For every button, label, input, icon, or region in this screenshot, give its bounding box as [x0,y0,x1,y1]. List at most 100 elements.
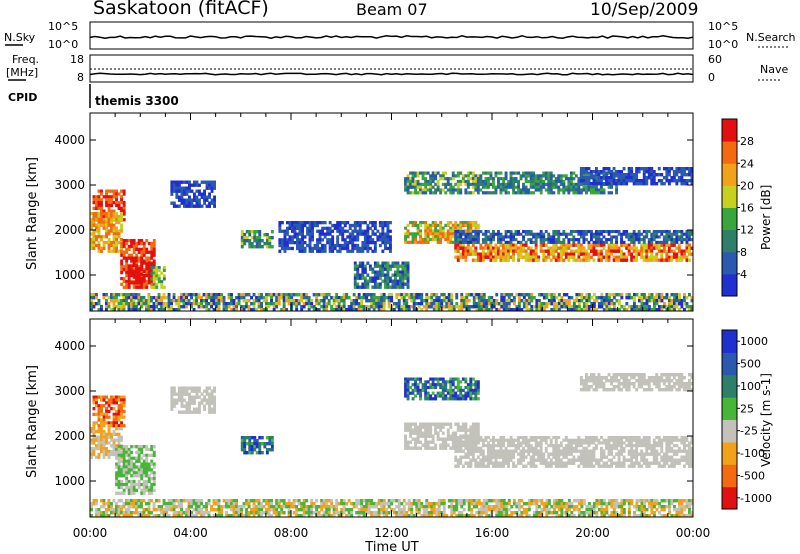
data-cell [373,282,377,286]
data-cell [484,179,488,184]
data-cell [512,177,515,181]
data-cell [132,241,136,246]
data-cell [454,235,458,239]
data-cell [640,246,644,250]
data-cell [95,502,98,506]
data-cell [677,258,681,262]
data-cell [625,243,629,247]
data-cell [527,299,531,303]
data-cell [162,508,166,512]
data-cell [282,293,286,297]
data-cell [287,302,291,306]
data-cell [301,226,304,230]
data-cell [633,308,636,312]
data-cell [308,241,312,245]
data-cell [416,171,420,175]
data-cell [248,439,252,443]
data-cell [280,229,284,233]
data-cell [327,505,331,509]
data-cell [277,299,281,303]
data-cell [688,167,691,171]
data-cell [630,255,634,259]
data-cell [140,299,143,303]
data-cell [217,508,221,512]
data-cell [605,252,608,256]
data-cell [107,229,111,233]
data-cell [198,410,201,414]
data-cell [504,235,508,239]
data-cell [441,229,445,233]
data-cell [456,182,460,186]
data-cell [363,243,367,248]
data-cell [198,395,201,399]
data-cell [484,252,488,256]
data-cell [247,514,251,518]
data-cell [322,502,326,506]
data-cell [332,308,336,312]
data-cell [242,514,246,518]
data-cell [293,223,297,228]
data-cell [270,505,273,509]
data-cell [504,177,508,181]
data-cell [527,171,531,175]
data-cell [142,491,146,495]
data-cell [130,468,134,472]
data-cell [665,255,669,259]
data-cell [235,502,238,506]
data-cell [311,246,314,251]
data-cell [524,240,528,244]
data-cell [677,243,681,247]
data-cell [190,502,193,506]
data-cell [112,243,116,248]
data-cell [384,238,387,242]
data-cell [625,230,629,234]
data-cell [633,305,636,309]
data-cell [479,255,483,259]
data-cell [183,201,186,205]
data-cell [542,185,546,189]
data-cell [504,174,508,178]
data-cell [549,240,553,244]
data-cell [210,505,213,509]
data-cell [377,308,381,312]
data-cell [460,305,464,309]
data-cell [177,502,181,506]
data-cell [527,191,531,195]
data-cell [572,240,576,244]
data-cell [336,229,340,233]
data-cell [147,308,151,312]
data-cell [454,249,458,253]
data-cell [685,305,689,309]
data-cell [107,195,111,199]
data-cell [203,198,206,202]
data-cell [170,407,174,411]
data-cell [442,305,446,309]
data-cell [172,296,176,300]
data-cell [338,229,342,233]
data-cell [456,188,460,192]
data-cell [110,214,113,219]
freq-panel: 18 8 60 0 Freq. [MHz] Nave [6,53,788,84]
cpid-value: themis 3300 [95,94,179,108]
data-cell [351,223,355,228]
data-cell [235,508,238,512]
data-cell [557,299,561,303]
data-cell [670,249,674,253]
data-cell [107,206,111,210]
data-cell [519,249,523,253]
data-cell [135,459,139,463]
data-cell [262,296,266,300]
data-cell [480,299,484,303]
data-cell [545,302,549,306]
data-cell [645,305,649,309]
data-cell [120,212,123,216]
data-cell [243,451,247,455]
data-cell [577,252,581,256]
data-cell [387,296,391,300]
data-cell [625,293,629,297]
data-cell [142,453,146,457]
data-cell [338,243,342,248]
data-cell [315,511,319,515]
data-cell [647,170,651,174]
data-cell [607,170,611,174]
